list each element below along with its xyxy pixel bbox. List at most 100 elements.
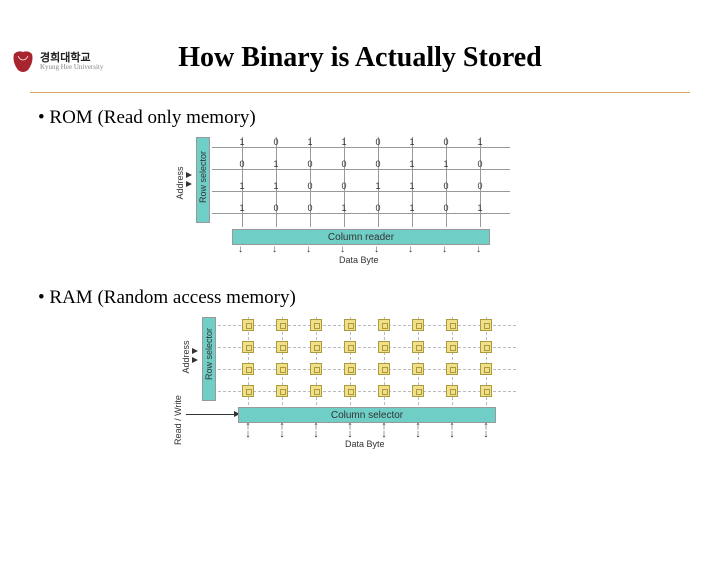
rom-cell-value: 0 [304,159,316,169]
ram-cell [378,385,390,397]
ram-address-label: Address [181,337,191,377]
rom-cell-value: 0 [372,203,384,213]
logo-text: 경희대학교 Kyung Hee University [40,53,103,71]
ram-cell [276,385,288,397]
rom-cell-value: 1 [406,159,418,169]
ram-cell [310,385,322,397]
rom-cell-value: 0 [270,203,282,213]
rom-row-line [212,191,510,192]
ram-cell [446,385,458,397]
ram-cell [276,341,288,353]
ram-cell [276,363,288,375]
ram-cell [344,341,356,353]
ram-cell [276,319,288,331]
rom-down-arrow-icon: ↓ [374,245,379,255]
ram-cell [480,363,492,375]
ram-cell [412,363,424,375]
ram-cell [480,385,492,397]
ram-row-line [218,347,516,348]
rom-row-selector-label: Row selector [198,163,208,203]
ram-cell [242,341,254,353]
ram-updown-arrow-icon: ↑↓ [481,423,491,438]
address-arrow-icon [186,181,192,187]
rom-diagram: 10110101010001101100110010010101Row sele… [170,133,550,273]
address-arrow-icon [192,357,198,363]
rom-cell-value: 1 [474,137,486,147]
ram-readwrite-line [186,414,238,415]
ram-updown-arrow-icon: ↑↓ [311,423,321,438]
ram-updown-arrow-icon: ↑↓ [413,423,423,438]
rom-cell-value: 0 [304,203,316,213]
rom-cell-value: 1 [406,203,418,213]
ram-cell [412,319,424,331]
ram-cell [378,319,390,331]
ram-cell [310,341,322,353]
ram-cell [412,341,424,353]
address-arrow-icon [186,172,192,178]
ram-updown-arrow-icon: ↑↓ [447,423,457,438]
ram-cell [480,319,492,331]
rom-cell-value: 1 [338,137,350,147]
logo-english: Kyung Hee University [40,64,103,71]
rom-cell-value: 1 [338,203,350,213]
rom-cell-value: 1 [440,159,452,169]
ram-row-line [218,369,516,370]
rom-cell-value: 1 [236,137,248,147]
rom-cell-value: 1 [270,159,282,169]
ram-updown-arrow-icon: ↑↓ [345,423,355,438]
address-arrow-icon [192,348,198,354]
rom-row-line [212,147,510,148]
rom-cell-value: 0 [270,137,282,147]
ram-cell [242,363,254,375]
rom-cell-value: 0 [304,181,316,191]
rom-down-arrow-icon: ↓ [408,245,413,255]
rom-down-arrow-icon: ↓ [340,245,345,255]
rom-cell-value: 1 [270,181,282,191]
rom-cell-value: 0 [372,137,384,147]
rom-cell-value: 0 [236,159,248,169]
rom-row-line [212,169,510,170]
rom-cell-value: 0 [474,181,486,191]
rom-down-arrow-icon: ↓ [476,245,481,255]
ram-updown-arrow-icon: ↑↓ [277,423,287,438]
ram-diagram-wrap: Row selector Address Read / Write Column se… [0,313,720,463]
ram-row-selector-label: Row selector [204,340,214,380]
rom-cell-value: 1 [304,137,316,147]
crest-icon [10,50,36,74]
rom-data-byte-label: Data Byte [339,255,379,265]
bullet-ram: RAM (Random access memory) [38,287,720,309]
rom-diagram-wrap: 10110101010001101100110010010101Row sele… [0,133,720,273]
ram-cell [480,341,492,353]
ram-cell [412,385,424,397]
ram-diagram: Row selector Address Read / Write Column se… [160,313,560,463]
rom-down-arrow-icon: ↓ [238,245,243,255]
rom-cell-value: 1 [236,203,248,213]
rom-address-label: Address [175,163,185,203]
rom-cell-value: 0 [440,137,452,147]
ram-updown-arrow-icon: ↑↓ [379,423,389,438]
ram-row-line [218,325,516,326]
ram-column-selector: Column selector [238,407,496,423]
rom-cell-value: 0 [338,159,350,169]
rom-cell-value: 1 [406,137,418,147]
rom-cell-value: 0 [372,159,384,169]
ram-readwrite-label: Read / Write [173,395,183,445]
ram-cell [242,319,254,331]
ram-cell [378,363,390,375]
title-rule [30,92,690,93]
ram-updown-arrow-icon: ↑↓ [243,423,253,438]
rom-cell-value: 0 [474,159,486,169]
ram-cell [344,319,356,331]
ram-cell [446,319,458,331]
rom-cell-value: 1 [372,181,384,191]
rom-cell-value: 0 [338,181,350,191]
ram-cell [446,341,458,353]
ram-cell [242,385,254,397]
rom-cell-value: 0 [440,181,452,191]
ram-cell [344,385,356,397]
ram-cell [344,363,356,375]
ram-cell [446,363,458,375]
rom-cell-value: 0 [440,203,452,213]
page-title: How Binary is Actually Stored [0,42,720,74]
bullet-rom: ROM (Read only memory) [38,107,720,129]
